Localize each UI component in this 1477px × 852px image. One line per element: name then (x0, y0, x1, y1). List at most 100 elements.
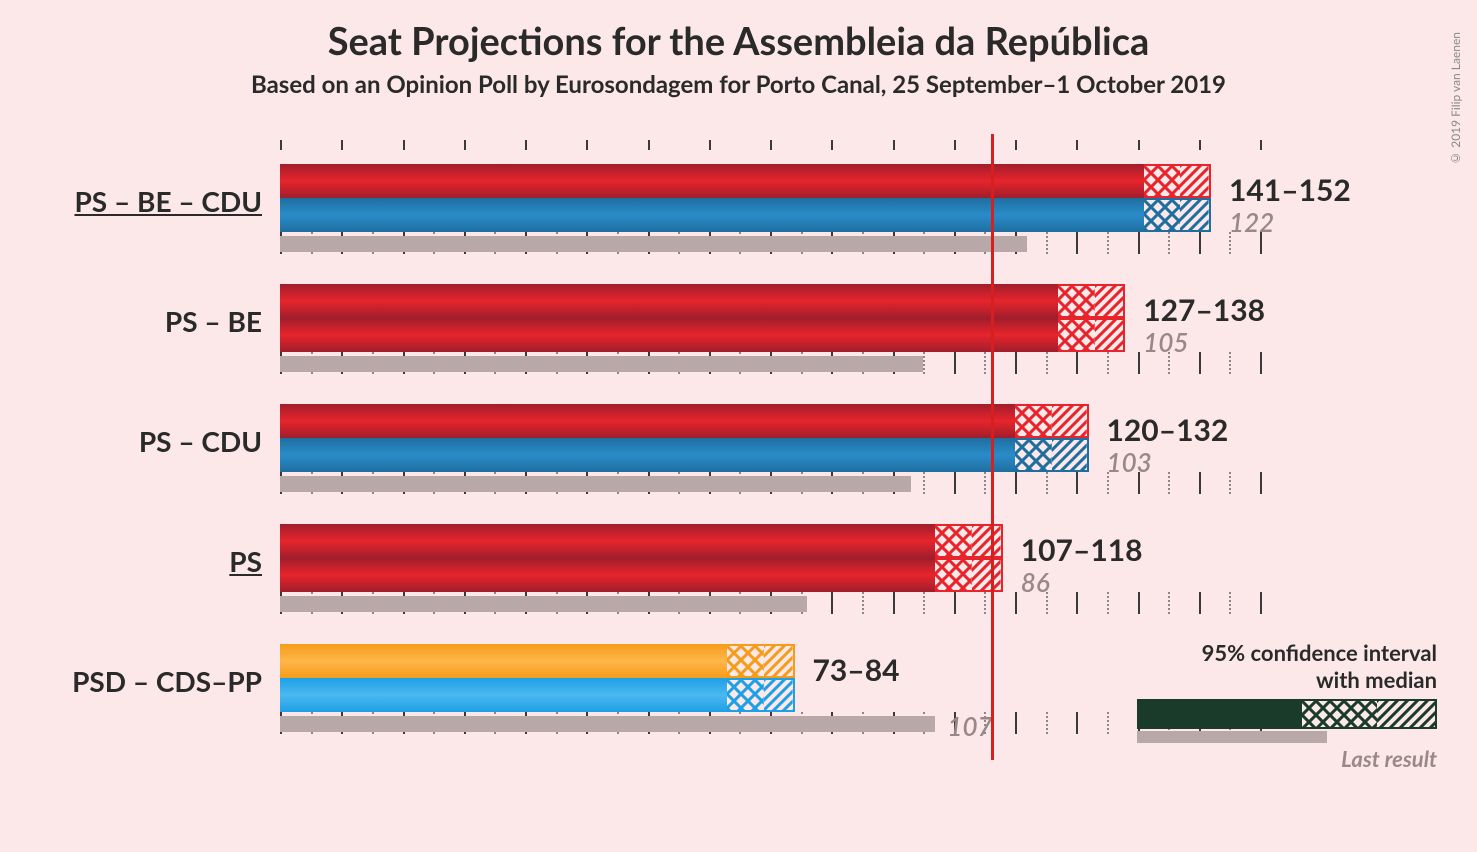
grid-top-tick (709, 140, 711, 150)
grid-row-tick (1015, 592, 1017, 614)
grid-row-tick (1076, 592, 1078, 614)
grid-row-tick (1015, 472, 1017, 494)
chart-row: PSD – CDS–PP73–84107 (280, 634, 1260, 754)
grid-row-dotted (1046, 712, 1048, 734)
grid-top-tick (770, 140, 772, 150)
ci-crosshatch (1144, 198, 1181, 232)
grid-row-dotted (923, 592, 925, 614)
ci-hatch (972, 558, 1003, 592)
ci-hatch (1052, 438, 1089, 472)
last-result-bar (280, 476, 911, 492)
ci-crosshatch (1015, 438, 1052, 472)
last-result-bar (280, 716, 935, 732)
grid-row-tick (1138, 232, 1140, 254)
grid-row-dotted (1168, 592, 1170, 614)
last-value-label: 122 (1229, 206, 1274, 238)
last-result-bar (280, 596, 807, 612)
grid-row-tick (1076, 712, 1078, 734)
ci-crosshatch (1058, 284, 1095, 318)
row-label: PSD – CDS–PP (2, 664, 262, 698)
grid-row-dotted (984, 352, 986, 374)
row-label: PS – BE – CDU (2, 184, 262, 218)
grid-row-dotted (862, 592, 864, 614)
last-value-label: 103 (1107, 446, 1152, 478)
grid-row-tick (954, 592, 956, 614)
grid-row-tick (1138, 592, 1140, 614)
grid-row-dotted (1168, 232, 1170, 254)
grid-row-dotted (1107, 352, 1109, 374)
grid-top-tick (280, 140, 282, 150)
chart-row: PS – CDU120–132103 (280, 394, 1260, 514)
bar-layer (280, 404, 1015, 438)
ci-hatch (1180, 164, 1211, 198)
grid-row-dotted (1046, 472, 1048, 494)
last-result-bar (280, 236, 1027, 252)
chart-title: Seat Projections for the Assembleia da R… (0, 18, 1477, 64)
grid-row-dotted (923, 352, 925, 374)
grid-row-dotted (1046, 232, 1048, 254)
grid-top-tick (1199, 140, 1201, 150)
grid-row-tick (1076, 352, 1078, 374)
grid-row-tick (1015, 712, 1017, 734)
ci-hatch (1095, 284, 1126, 318)
grid-row-tick (1015, 352, 1017, 374)
grid-row-tick (954, 352, 956, 374)
bar-layer (280, 524, 935, 558)
value-label: 107–118 (1021, 532, 1143, 568)
chart-subtitle: Based on an Opinion Poll by Eurosondagem… (0, 70, 1477, 99)
chart-row: PS107–11886 (280, 514, 1260, 634)
chart-row: PS – BE127–138105 (280, 274, 1260, 394)
ci-hatch (764, 644, 795, 678)
grid-row-tick (1199, 352, 1201, 374)
chart-row: PS – BE – CDU141–152122 (280, 154, 1260, 274)
row-label: PS – BE (2, 304, 262, 338)
ci-crosshatch (727, 678, 764, 712)
value-label: 141–152 (1229, 172, 1351, 208)
last-result-bar (280, 356, 923, 372)
grid-top-tick (403, 140, 405, 150)
ci-crosshatch (1144, 164, 1181, 198)
grid-row-tick (1076, 232, 1078, 254)
grid-row-tick (893, 592, 895, 614)
grid-row-dotted (984, 592, 986, 614)
grid-top-tick (648, 140, 650, 150)
ci-hatch (1180, 198, 1211, 232)
grid-row-dotted (1046, 352, 1048, 374)
ci-crosshatch (935, 558, 972, 592)
grid-row-tick (1199, 232, 1201, 254)
grid-top-tick (586, 140, 588, 150)
grid-row-dotted (1168, 472, 1170, 494)
grid-row-tick (1138, 352, 1140, 374)
ci-crosshatch (1015, 404, 1052, 438)
last-value-label: 107 (947, 710, 992, 742)
grid-top-tick (1076, 140, 1078, 150)
ci-crosshatch (935, 524, 972, 558)
grid-top-tick (525, 140, 527, 150)
ci-hatch (764, 678, 795, 712)
value-label: 120–132 (1107, 412, 1229, 448)
last-value-label: 86 (1021, 566, 1050, 598)
grid-row-dotted (984, 472, 986, 494)
grid-row-dotted (923, 472, 925, 494)
bar-layer (280, 284, 1058, 318)
ci-crosshatch (727, 644, 764, 678)
bar-layer (280, 678, 727, 712)
bar-layer (280, 644, 727, 678)
grid-row-tick (1199, 592, 1201, 614)
grid-row-tick (954, 472, 956, 494)
grid-row-tick (1260, 592, 1262, 614)
grid-top-tick (1138, 140, 1140, 150)
grid-top-tick (831, 140, 833, 150)
grid-row-tick (1076, 472, 1078, 494)
grid-row-dotted (1107, 592, 1109, 614)
ci-crosshatch (1058, 318, 1095, 352)
grid-top-tick (464, 140, 466, 150)
legend-last-label: Last result (1127, 745, 1437, 772)
value-label: 73–84 (813, 652, 900, 688)
row-label: PS (2, 544, 262, 578)
grid-row-tick (1260, 352, 1262, 374)
row-label: PS – CDU (2, 424, 262, 458)
ci-hatch (1095, 318, 1126, 352)
ci-hatch (1052, 404, 1089, 438)
grid-row-dotted (1107, 232, 1109, 254)
